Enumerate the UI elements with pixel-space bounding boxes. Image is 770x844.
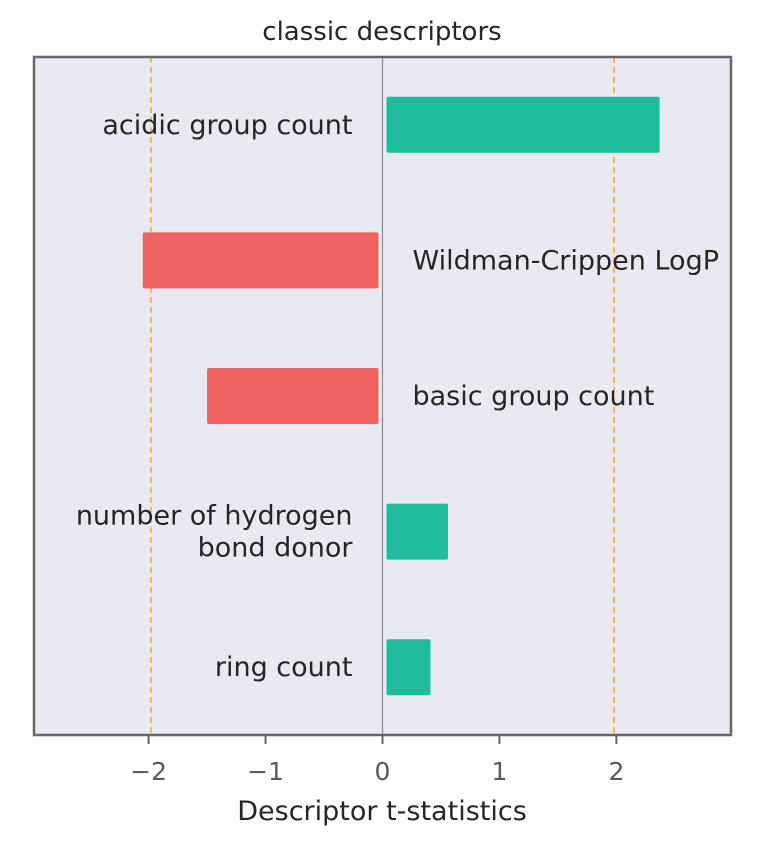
bar-label-line: number of hydrogen xyxy=(76,501,353,532)
bar xyxy=(207,368,379,424)
x-axis-title: Descriptor t-statistics xyxy=(237,796,527,827)
bar xyxy=(386,639,431,696)
x-tick-label: 2 xyxy=(608,757,624,786)
chart-title: classic descriptors xyxy=(262,17,501,47)
bar-label: Wildman-Crippen LogP xyxy=(413,245,720,276)
x-tick-label: 0 xyxy=(375,757,391,786)
bar-label-line: ring count xyxy=(215,652,353,683)
bar xyxy=(142,232,379,289)
x-tick-label: −1 xyxy=(247,757,284,786)
bar-label-line: acidic group count xyxy=(102,110,352,141)
bar-label-line: basic group count xyxy=(413,381,655,412)
bar-label: number of hydrogen bond donor xyxy=(76,501,354,564)
x-tick-label: 1 xyxy=(491,757,507,786)
bar-label: basic group count xyxy=(413,381,655,412)
bar xyxy=(386,96,660,153)
bar-label-line: bond donor xyxy=(198,533,354,564)
bar-label-line: Wildman-Crippen LogP xyxy=(413,245,720,276)
bar xyxy=(386,503,448,560)
bar-label: ring count xyxy=(215,652,353,683)
x-tick-label: −2 xyxy=(130,757,167,786)
bar-label: acidic group count xyxy=(102,110,352,141)
